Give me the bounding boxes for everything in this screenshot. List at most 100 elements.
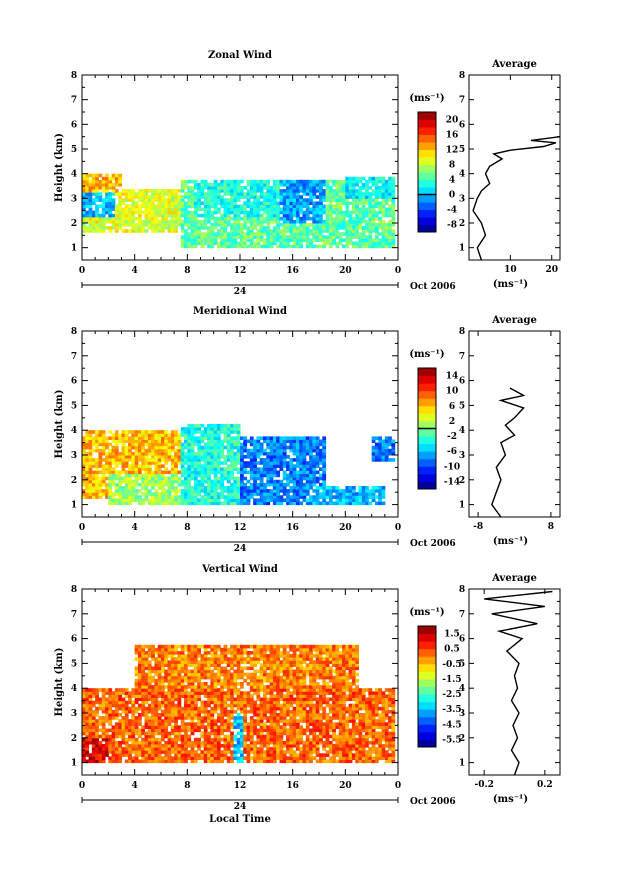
- heatmap-cell: [85, 731, 90, 736]
- heatmap-cell: [184, 192, 188, 196]
- heatmap-cell: [151, 759, 155, 764]
- heatmap-cell: [114, 213, 119, 218]
- heatmap-cell: [184, 753, 188, 757]
- heatmap-cell: [111, 173, 116, 178]
- heatmap-cell: [170, 479, 175, 484]
- heatmap-cell: [128, 207, 132, 212]
- heatmap-cell: [118, 461, 122, 465]
- heatmap-cell: [151, 750, 155, 754]
- heatmap-cell: [193, 210, 198, 215]
- heatmap-cell: [108, 703, 113, 708]
- colorbar-unit: (ms⁻¹): [409, 93, 444, 104]
- heatmap-cell: [128, 458, 132, 462]
- heatmap-cell: [210, 688, 215, 692]
- heatmap-cell: [193, 458, 198, 462]
- heatmap-cell: [157, 678, 162, 683]
- heatmap-cell: [292, 476, 297, 481]
- heatmap-cell: [197, 654, 201, 658]
- heatmap-cell: [154, 651, 159, 655]
- heatmap-cell: [144, 195, 149, 199]
- heatmap-cell: [82, 223, 86, 227]
- heatmap-cell: [223, 669, 228, 674]
- heatmap-cell: [180, 198, 185, 202]
- heatmap-cell: [223, 207, 228, 212]
- heatmap-cell: [210, 728, 215, 733]
- heatmap-cell: [91, 192, 96, 196]
- heatmap-cell: [272, 226, 277, 230]
- heatmap-cell: [137, 430, 142, 434]
- heatmap-cell: [147, 436, 152, 440]
- heatmap-cell: [328, 244, 333, 249]
- heatmap-cell: [276, 448, 280, 453]
- heatmap-cell: [216, 747, 221, 751]
- heatmap-cell: [213, 186, 218, 190]
- heatmap-cell: [269, 461, 274, 465]
- heatmap-cell: [319, 458, 323, 462]
- heatmap-cell: [374, 216, 379, 221]
- heatmap-cell: [131, 479, 136, 484]
- heatmap-cell: [207, 439, 211, 444]
- heatmap-cell: [335, 498, 340, 502]
- heatmap-cell: [319, 226, 323, 230]
- heatmap-cell: [358, 498, 363, 502]
- heatmap-cell: [174, 210, 178, 215]
- heatmap-cell: [193, 700, 198, 705]
- heatmap-cell: [128, 725, 132, 729]
- heatmap-cell: [319, 192, 323, 196]
- heatmap-cell: [348, 498, 353, 502]
- heatmap-cell: [282, 182, 287, 187]
- heatmap-cell: [91, 716, 96, 720]
- heatmap-cell: [365, 226, 369, 230]
- heatmap-cell: [91, 725, 96, 729]
- heatmap-cell: [319, 492, 323, 496]
- heatmap-cell: [108, 713, 113, 717]
- heatmap-cell: [82, 489, 86, 493]
- heatmap-cell: [319, 189, 323, 193]
- heatmap-cell: [210, 436, 215, 440]
- heatmap-cell: [230, 451, 234, 456]
- heatmap-cell: [147, 672, 152, 677]
- heatmap-cell: [309, 467, 313, 471]
- heatmap-cell: [141, 198, 146, 202]
- heatmap-cell: [193, 473, 198, 478]
- heatmap-cell: [180, 226, 185, 230]
- heatmap-cell: [184, 700, 188, 705]
- heatmap-cell: [184, 482, 188, 487]
- heatmap-cell: [85, 179, 90, 184]
- heatmap-cell: [82, 731, 86, 736]
- heatmap-cell: [345, 489, 350, 493]
- heatmap-cell: [187, 492, 192, 496]
- heatmap-cell: [184, 737, 188, 742]
- heatmap-cell: [223, 700, 228, 705]
- heatmap-cell: [263, 179, 267, 184]
- heatmap-cell: [292, 189, 297, 193]
- heatmap-cell: [279, 207, 284, 212]
- heatmap-cell: [187, 204, 192, 209]
- heatmap-cell: [325, 192, 330, 196]
- heatmap-cell: [144, 489, 149, 493]
- heatmap-cell: [161, 198, 165, 202]
- heatmap-cell: [207, 464, 211, 468]
- heatmap-cell: [118, 759, 122, 764]
- heatmap-cell: [240, 238, 244, 242]
- heatmap-cell: [193, 470, 198, 475]
- heatmap-cell: [216, 229, 221, 233]
- heatmap-cell: [220, 647, 225, 652]
- heatmap-cell: [141, 192, 146, 196]
- heatmap-cell: [134, 647, 139, 652]
- heatmap-cell: [174, 486, 178, 490]
- heatmap-cell: [249, 192, 254, 196]
- heatmap-cell: [295, 192, 300, 196]
- heatmap-cell: [190, 682, 195, 686]
- heatmap-cell: [332, 238, 336, 242]
- heatmap-cell: [137, 501, 142, 506]
- heatmap-cell: [95, 219, 99, 224]
- heatmap-cell: [312, 455, 317, 459]
- heatmap-cell: [164, 436, 169, 440]
- heatmap-cell: [233, 455, 238, 459]
- heatmap-cell: [213, 427, 218, 431]
- heatmap-cell: [108, 722, 113, 726]
- heatmap-cell: [276, 195, 280, 199]
- heatmap-cell: [154, 495, 159, 499]
- heatmap-cell: [128, 722, 132, 726]
